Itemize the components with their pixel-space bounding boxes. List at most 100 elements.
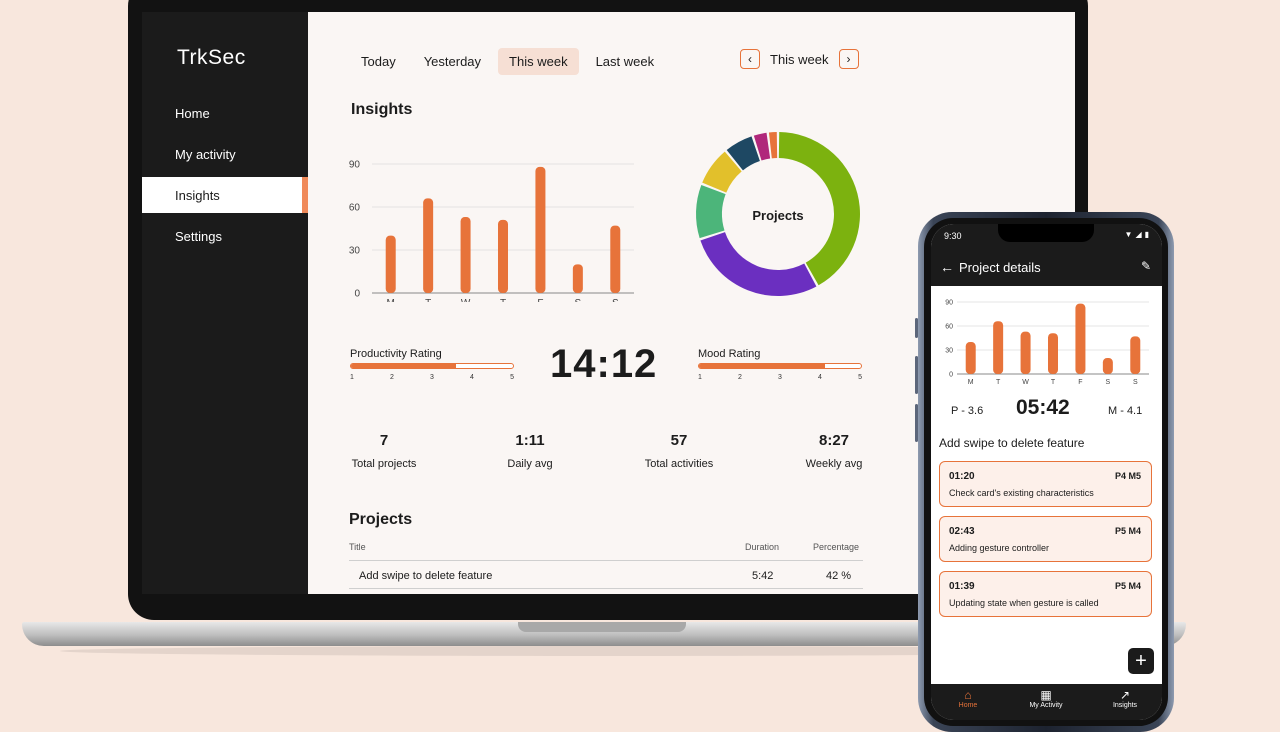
rating-tick: 2 xyxy=(390,374,394,381)
y-tick-label: 30 xyxy=(945,347,953,354)
y-tick-label: 0 xyxy=(354,289,360,300)
bottom-nav-my-activity[interactable]: ▦ My Activity xyxy=(1011,688,1081,709)
project-percentage-cell: 42 % xyxy=(826,570,852,582)
stat-label: Daily avg xyxy=(507,458,553,470)
bar xyxy=(1102,358,1113,374)
donut-slice xyxy=(753,132,771,161)
stat-label: Total activities xyxy=(644,458,714,470)
bottom-nav-home[interactable]: ⌂ Home xyxy=(933,688,1003,709)
x-tick-label: T xyxy=(500,298,506,302)
bar xyxy=(535,166,546,293)
phone-side-button xyxy=(915,356,918,394)
y-tick-label: 60 xyxy=(349,203,361,214)
tab-yesterday[interactable]: Yesterday xyxy=(423,54,482,69)
trend-icon: ↗ xyxy=(1119,688,1131,702)
stat-daily-avg: 1:11 Daily avg xyxy=(490,432,570,470)
week-navigator: ‹ This week › xyxy=(740,49,859,69)
y-tick-label: 30 xyxy=(349,246,361,257)
tab-today[interactable]: Today xyxy=(361,54,396,69)
bar xyxy=(1020,331,1031,374)
plus-icon: + xyxy=(1135,649,1147,672)
donut-slice xyxy=(726,136,760,171)
rating-tick: 1 xyxy=(350,374,354,381)
phone-weekly-bar-chart: 0 30 60 90 M T W T F S S xyxy=(945,299,1149,386)
column-header-title[interactable]: Title xyxy=(349,542,366,552)
mood-rating-ticks: 1 2 3 4 5 xyxy=(698,374,862,381)
tab-this-week[interactable]: This week xyxy=(498,48,579,75)
y-tick-label: 90 xyxy=(349,160,361,171)
next-week-button[interactable]: › xyxy=(838,49,859,69)
rating-tick: 5 xyxy=(510,374,514,381)
home-icon: ⌂ xyxy=(964,688,972,702)
sidebar-item-my-activity[interactable]: My activity xyxy=(142,136,308,172)
phone-productivity-score: P - 3.6 xyxy=(951,405,984,417)
x-tick-label: W xyxy=(1022,379,1029,386)
calendar-icon: ▦ xyxy=(1040,688,1052,702)
table-divider xyxy=(349,588,863,589)
total-time: 14:12 xyxy=(550,342,658,386)
camera-island xyxy=(998,224,1094,242)
laptop-notch xyxy=(518,622,686,632)
sidebar-item-home[interactable]: Home xyxy=(142,95,308,131)
x-tick-label: M xyxy=(387,298,395,302)
wifi-icon: ▼ xyxy=(1124,230,1133,239)
x-tick-label: T xyxy=(425,298,431,302)
edit-pencil-icon[interactable]: ✎ xyxy=(1140,259,1151,273)
x-tick-label: S xyxy=(575,298,582,302)
prev-week-button[interactable]: ‹ xyxy=(740,49,760,69)
x-tick-label: S xyxy=(1133,379,1138,386)
task-card[interactable]: 02:43 P5 M4 Adding gesture controller xyxy=(939,516,1152,562)
task-ratings: P5 M4 xyxy=(1114,581,1141,591)
task-card[interactable]: 01:39 P5 M4 Updating state when gesture … xyxy=(939,571,1152,617)
sidebar: TrkSec Home My activity Insights Setting… xyxy=(142,12,308,594)
bottom-nav-insights[interactable]: ↗ Insights xyxy=(1090,688,1160,709)
task-description: Updating state when gesture is called xyxy=(949,598,1099,608)
x-tick-label: T xyxy=(996,379,1001,386)
phone-side-button xyxy=(915,404,918,442)
add-task-button[interactable]: + xyxy=(1128,648,1154,674)
x-tick-label: S xyxy=(1106,379,1111,386)
back-arrow-icon[interactable]: ← xyxy=(940,259,954,275)
column-header-duration[interactable]: Duration xyxy=(745,542,780,552)
mood-rating-label: Mood Rating xyxy=(698,348,761,360)
page-title: Project details xyxy=(959,260,1041,275)
column-header-percentage[interactable]: Percentage xyxy=(813,542,860,552)
task-duration: 01:20 xyxy=(949,471,975,482)
tab-last-week[interactable]: Last week xyxy=(595,54,655,69)
rating-tick: 4 xyxy=(470,374,474,381)
rating-tick: 4 xyxy=(818,374,822,381)
phone-timer: 05:42 xyxy=(1016,396,1070,419)
sidebar-item-label: Settings xyxy=(175,228,222,244)
chevron-left-icon: ‹ xyxy=(748,52,752,66)
rating-tick: 3 xyxy=(778,374,782,381)
bar xyxy=(1075,303,1086,374)
bottom-nav-label: Insights xyxy=(1112,702,1138,709)
task-card[interactable]: 01:20 P4 M5 Check card's existing charac… xyxy=(939,461,1152,507)
bar xyxy=(423,198,434,293)
x-tick-label: F xyxy=(537,298,543,302)
bottom-nav-label: My Activity xyxy=(1029,702,1063,709)
task-duration: 01:39 xyxy=(949,581,975,592)
y-tick-label: 90 xyxy=(945,299,953,306)
active-indicator xyxy=(302,177,308,213)
stat-value: 57 xyxy=(670,432,688,449)
x-tick-label: W xyxy=(461,298,471,302)
stat-value: 7 xyxy=(379,432,389,449)
x-tick-label: T xyxy=(1051,379,1056,386)
rating-tick: 3 xyxy=(430,374,434,381)
stat-total-projects: 7 Total projects xyxy=(344,432,424,470)
donut-slice xyxy=(778,132,860,286)
rating-tick: 5 xyxy=(858,374,862,381)
weekly-bar-chart: 0 30 60 90 M T W T F S S xyxy=(349,160,634,302)
sidebar-item-settings[interactable]: Settings xyxy=(142,218,308,254)
chevron-right-icon: › xyxy=(846,52,851,66)
sidebar-item-insights[interactable]: Insights xyxy=(142,177,308,213)
phone-screen: 9:30 ▼ ◢ ▮ ← Project details ✎ 0 30 60 90 M T… xyxy=(931,224,1162,720)
projects-title: Projects xyxy=(349,511,413,528)
insights-title: Insights xyxy=(351,101,413,118)
donut-center-label: Projects xyxy=(752,208,804,223)
productivity-rating-bar xyxy=(350,363,514,369)
x-tick-label: S xyxy=(612,298,619,302)
donut-slice xyxy=(696,184,726,239)
stat-label: Total projects xyxy=(351,458,417,470)
